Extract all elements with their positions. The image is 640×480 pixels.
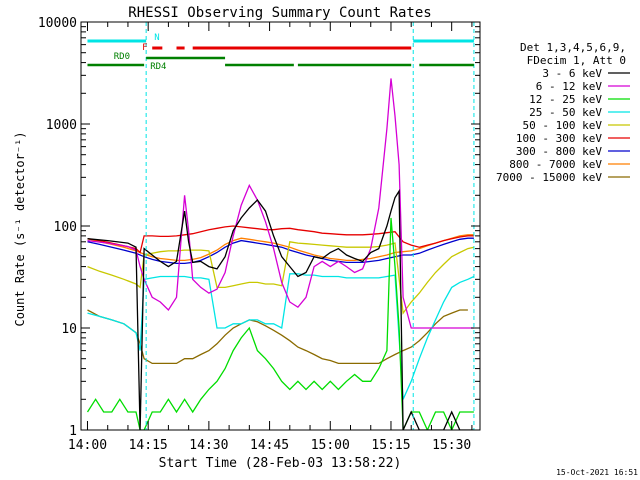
footer-date: 15-Oct-2021 16:51 <box>556 468 638 477</box>
legend-label: 3 - 6 keV <box>542 67 602 80</box>
x-tick-label: 15:00 <box>311 438 350 453</box>
series-line-5 <box>87 225 474 254</box>
annotation-label-rd4: RD4 <box>150 62 166 72</box>
x-tick-label: 15:15 <box>371 438 410 453</box>
axes: 1 10 100 1000 10000 14:00 14:15 14:30 14:45 15:00… <box>38 16 481 453</box>
x-tick-label: 14:00 <box>68 438 107 453</box>
legend-header-line: FDecim 1, Att 0 <box>527 54 626 67</box>
annotation-label-n: N <box>154 33 159 43</box>
series-line-7 <box>87 234 474 262</box>
x-tick-label: 14:30 <box>189 438 228 453</box>
plot-area: NF RD0 RD4 <box>86 22 475 430</box>
series-line-0 <box>87 188 474 430</box>
x-tick-label: 14:45 <box>250 438 289 453</box>
x-axis-label: Start Time (28-Feb-03 13:58:22) <box>159 456 402 471</box>
legend-label: 12 - 25 keV <box>529 93 602 106</box>
y-tick-label: 1000 <box>46 118 77 133</box>
legend-label: 25 - 50 keV <box>529 106 602 119</box>
series-line-8 <box>87 309 468 365</box>
legend-header-line: Det 1,3,4,5,6,9, <box>520 41 626 54</box>
series-line-4 <box>87 241 475 315</box>
legend-label: 6 - 12 keV <box>536 80 603 93</box>
y-tick-label: 10 <box>61 322 77 337</box>
y-tick-label: 100 <box>54 220 77 235</box>
y-tick-label: 10000 <box>38 16 77 31</box>
series-line-1 <box>87 78 474 329</box>
x-tick-label: 14:15 <box>129 438 168 453</box>
annotation-label-rd0: RD0 <box>114 52 130 62</box>
series-line-3 <box>87 273 475 400</box>
legend-label: 7000 - 15000 keV <box>496 171 602 184</box>
series-line-6 <box>87 237 474 265</box>
legend-label: 100 - 300 keV <box>516 132 602 145</box>
y-axis-label: Count Rate (s⁻¹ detector⁻¹) <box>13 131 27 326</box>
legend-label: 50 - 100 keV <box>523 119 603 132</box>
legend-label: 800 - 7000 keV <box>509 158 602 171</box>
chart-title: RHESSI Observing Summary Count Rates <box>128 5 431 21</box>
annotation-label-f: F <box>142 43 147 53</box>
legend-label: 300 - 800 keV <box>516 145 602 158</box>
legend: Det 1,3,4,5,6,9,FDecim 1, Att 03 - 6 keV… <box>496 41 630 184</box>
x-tick-label: 15:30 <box>432 438 471 453</box>
y-tick-label: 1 <box>69 424 77 439</box>
